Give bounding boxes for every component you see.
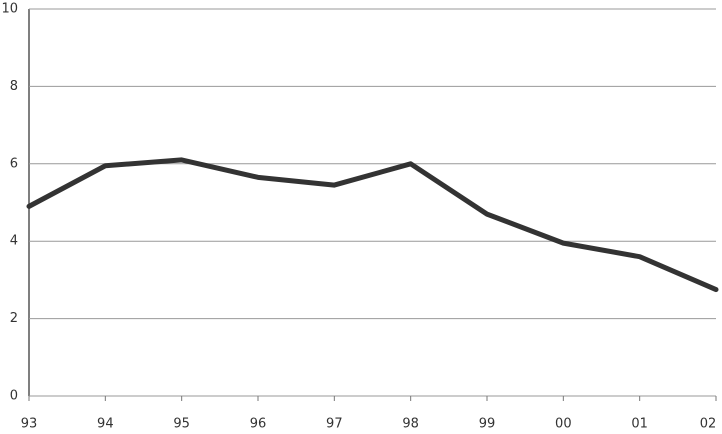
x-tick-label: 96 (250, 417, 267, 432)
y-tick-label: 2 (10, 311, 18, 326)
y-tick-label: 10 (1, 2, 18, 17)
x-tick-label: 00 (555, 417, 572, 432)
x-tick-label: 95 (173, 417, 190, 432)
x-tick-label: 02 (700, 417, 717, 432)
y-tick-label: 8 (10, 79, 18, 94)
y-tick-label: 0 (10, 389, 18, 404)
x-tick-label: 94 (97, 417, 114, 432)
x-tick-label: 97 (326, 417, 343, 432)
x-tick-label: 98 (402, 417, 419, 432)
x-tick-label: 01 (631, 417, 648, 432)
y-tick-label: 4 (10, 234, 18, 249)
data-line (26, 157, 719, 293)
y-tick-label: 6 (10, 156, 18, 171)
x-tick-label: 99 (479, 417, 496, 432)
x-tick-label: 93 (21, 417, 38, 432)
